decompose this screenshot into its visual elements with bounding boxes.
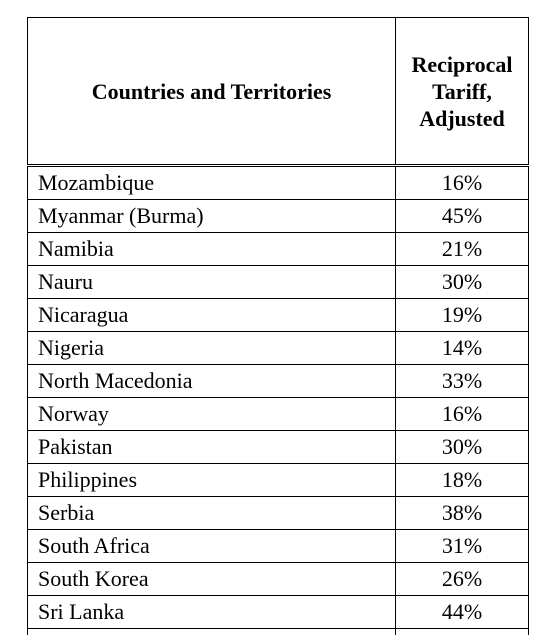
tariff-cell: 30% <box>396 431 529 464</box>
country-cell: South Africa <box>28 530 396 563</box>
table-row: Myanmar (Burma) 45% <box>28 200 529 233</box>
table-row: Nauru 30% <box>28 266 529 299</box>
table-row: Nigeria 14% <box>28 332 529 365</box>
header-reciprocal-tariff: Reciprocal Tariff, Adjusted <box>396 18 529 166</box>
country-cell: Nauru <box>28 266 396 299</box>
country-cell: Mozambique <box>28 166 396 200</box>
table-row: Namibia 21% <box>28 233 529 266</box>
country-cell: Philippines <box>28 464 396 497</box>
tariff-cell: 14% <box>396 332 529 365</box>
table-row: Serbia 38% <box>28 497 529 530</box>
tariff-table-container: Countries and Territories Reciprocal Tar… <box>27 17 528 635</box>
tariff-cell: 31% <box>396 530 529 563</box>
header-row: Countries and Territories Reciprocal Tar… <box>28 18 529 166</box>
country-cell: Serbia <box>28 497 396 530</box>
table-row: Nicaragua 19% <box>28 299 529 332</box>
table-row: Philippines 18% <box>28 464 529 497</box>
cutoff-cell <box>28 629 396 635</box>
tariff-table: Countries and Territories Reciprocal Tar… <box>27 17 529 635</box>
tariff-cell: 18% <box>396 464 529 497</box>
header-countries: Countries and Territories <box>28 18 396 166</box>
table-row: South Africa 31% <box>28 530 529 563</box>
country-cell: Pakistan <box>28 431 396 464</box>
table-row: Norway 16% <box>28 398 529 431</box>
table-row-cutoff <box>28 629 529 635</box>
table-row: South Korea 26% <box>28 563 529 596</box>
country-cell: South Korea <box>28 563 396 596</box>
table-row: Sri Lanka 44% <box>28 596 529 629</box>
country-cell: Myanmar (Burma) <box>28 200 396 233</box>
tariff-cell: 19% <box>396 299 529 332</box>
tariff-cell: 16% <box>396 166 529 200</box>
table-row: North Macedonia 33% <box>28 365 529 398</box>
table-header: Countries and Territories Reciprocal Tar… <box>28 18 529 166</box>
table-body: Mozambique 16% Myanmar (Burma) 45% Namib… <box>28 166 529 635</box>
tariff-cell: 45% <box>396 200 529 233</box>
tariff-cell: 21% <box>396 233 529 266</box>
tariff-cell: 44% <box>396 596 529 629</box>
country-cell: Norway <box>28 398 396 431</box>
tariff-cell: 38% <box>396 497 529 530</box>
tariff-cell: 30% <box>396 266 529 299</box>
tariff-cell: 16% <box>396 398 529 431</box>
table-row: Mozambique 16% <box>28 166 529 200</box>
country-cell: North Macedonia <box>28 365 396 398</box>
country-cell: Nicaragua <box>28 299 396 332</box>
tariff-cell: 26% <box>396 563 529 596</box>
country-cell: Namibia <box>28 233 396 266</box>
country-cell: Sri Lanka <box>28 596 396 629</box>
table-row: Pakistan 30% <box>28 431 529 464</box>
country-cell: Nigeria <box>28 332 396 365</box>
cutoff-cell <box>396 629 529 635</box>
tariff-cell: 33% <box>396 365 529 398</box>
